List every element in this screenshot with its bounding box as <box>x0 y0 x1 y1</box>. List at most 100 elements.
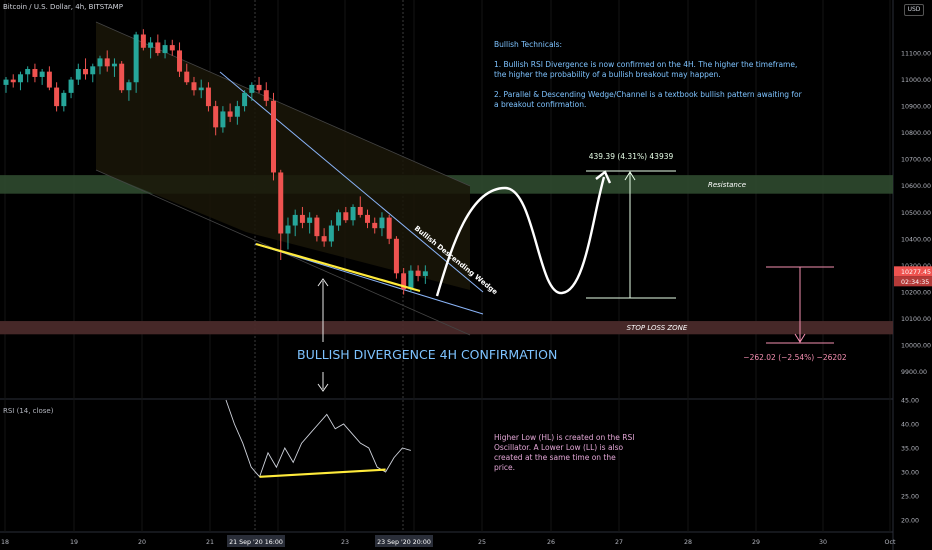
price-tick-label: 10200.00 <box>901 289 931 296</box>
rsi-title: RSI (14, close) <box>3 407 54 415</box>
time-tick-label: 20 <box>138 539 146 546</box>
candle-body <box>126 82 132 91</box>
candle-body <box>119 63 125 91</box>
time-tick-label: 28 <box>684 539 692 546</box>
candle-body <box>177 50 183 72</box>
price-tick-label: 10900.00 <box>901 104 931 111</box>
candle-body <box>357 206 363 215</box>
candle-body <box>162 45 168 54</box>
candle-body <box>408 270 414 290</box>
time-tick-label: 26 <box>547 539 555 546</box>
candle-body <box>17 74 23 83</box>
stop-loss-zone <box>0 321 893 335</box>
price-tick-label: 10600.00 <box>901 183 931 190</box>
rsi-tick-label: 40.00 <box>901 422 919 429</box>
candle-body <box>198 87 204 91</box>
candle-body <box>328 225 334 242</box>
wedge-upper-line <box>219 71 484 293</box>
rsi-tick-label: 25.00 <box>901 494 919 501</box>
rsi-note: Higher Low (HL) is created on the RSI Os… <box>494 433 635 472</box>
rsi-tick-label: 30.00 <box>901 470 919 477</box>
candle-body <box>104 58 110 67</box>
time-tick-label: 29 <box>752 539 760 546</box>
candle-body <box>83 68 89 75</box>
candle-body <box>184 71 190 83</box>
time-tick-label: 18 <box>1 539 9 546</box>
currency-button[interactable]: USD <box>904 4 924 16</box>
candle-body <box>133 34 139 83</box>
crosshair-date-badge <box>227 535 285 547</box>
candle-body <box>75 68 81 80</box>
time-tick-label: 19 <box>70 539 78 546</box>
last-price-badge <box>894 266 932 277</box>
candle-body <box>401 273 407 290</box>
candle-body <box>90 66 96 75</box>
candle-body <box>307 217 313 223</box>
candle-body <box>169 45 175 51</box>
stop-measure-arrowhead <box>794 333 806 343</box>
candle-body <box>234 106 240 117</box>
projected-path-arrowhead <box>595 170 612 184</box>
time-tick-label: 25 <box>478 539 486 546</box>
rsi-tick-label: 20.00 <box>901 518 919 525</box>
candle-body <box>68 79 74 93</box>
candle-body <box>3 79 9 85</box>
candle-body <box>111 63 117 67</box>
candle-body <box>97 58 103 67</box>
candle-body <box>393 238 399 274</box>
rsi-tick-label: 45.00 <box>901 398 919 405</box>
technicals-note: Bullish Technicals: 1. Bullish RSI Diver… <box>494 40 802 109</box>
candle-body <box>25 68 31 75</box>
candle-body <box>271 100 277 173</box>
candle-body <box>256 84 262 91</box>
candle-body <box>227 111 233 117</box>
candle-body <box>350 206 356 221</box>
candle-body <box>61 92 67 107</box>
candle-body <box>336 212 342 226</box>
candle-body <box>343 212 349 221</box>
candle-body <box>299 214 305 223</box>
countdown-badge <box>894 276 932 287</box>
resistance-zone-label: Resistance <box>708 181 746 189</box>
candle-body <box>314 217 320 237</box>
candle-body <box>285 225 291 234</box>
time-tick-label: Oct <box>885 539 896 546</box>
candle-body <box>148 42 154 48</box>
crosshair-date-label: 21 Sep '20 16:00 <box>229 539 283 546</box>
candle-body <box>242 92 248 107</box>
projected-path <box>435 176 606 297</box>
rsi-tick-label: 35.00 <box>901 446 919 453</box>
crosshair-date-label: 23 Sep '20 20:00 <box>377 539 431 546</box>
rsi-line <box>225 399 411 478</box>
price-tick-label: 10000.00 <box>901 342 931 349</box>
price-tick-label: 10700.00 <box>901 157 931 164</box>
stop-loss-zone-label: STOP LOSS ZONE <box>627 324 688 332</box>
price-tick-label: 10500.00 <box>901 210 931 217</box>
candle-body <box>386 217 392 239</box>
candle-body <box>220 111 226 128</box>
candle-body <box>422 271 428 276</box>
time-tick-label: 27 <box>615 539 623 546</box>
candle-body <box>415 270 421 276</box>
price-tick-label: 10400.00 <box>901 236 931 243</box>
candle-body <box>46 71 52 88</box>
candle-body <box>365 214 370 223</box>
time-tick-label: 23 <box>341 539 349 546</box>
price-tick-label: 11100.00 <box>901 51 931 58</box>
last-price-label: 10277.45 <box>901 269 931 276</box>
price-tick-label: 11000.00 <box>901 77 931 84</box>
candle-body <box>292 214 298 226</box>
rsi-higher-low-line <box>259 468 386 478</box>
candle-body <box>191 82 197 91</box>
candle-body <box>278 172 284 234</box>
target-measure-label: 439.39 (4.31%) 43939 <box>589 152 674 161</box>
price-tick-label: 10800.00 <box>901 130 931 137</box>
candle-body <box>263 90 269 101</box>
candle-body <box>379 217 385 229</box>
symbol-title[interactable]: Bitcoin / U.S. Dollar, 4h, BITSTAMP <box>3 3 123 11</box>
price-tick-label: 10100.00 <box>901 316 931 323</box>
candle-body <box>249 84 255 93</box>
candle-body <box>54 87 60 107</box>
candle-body <box>32 68 38 77</box>
